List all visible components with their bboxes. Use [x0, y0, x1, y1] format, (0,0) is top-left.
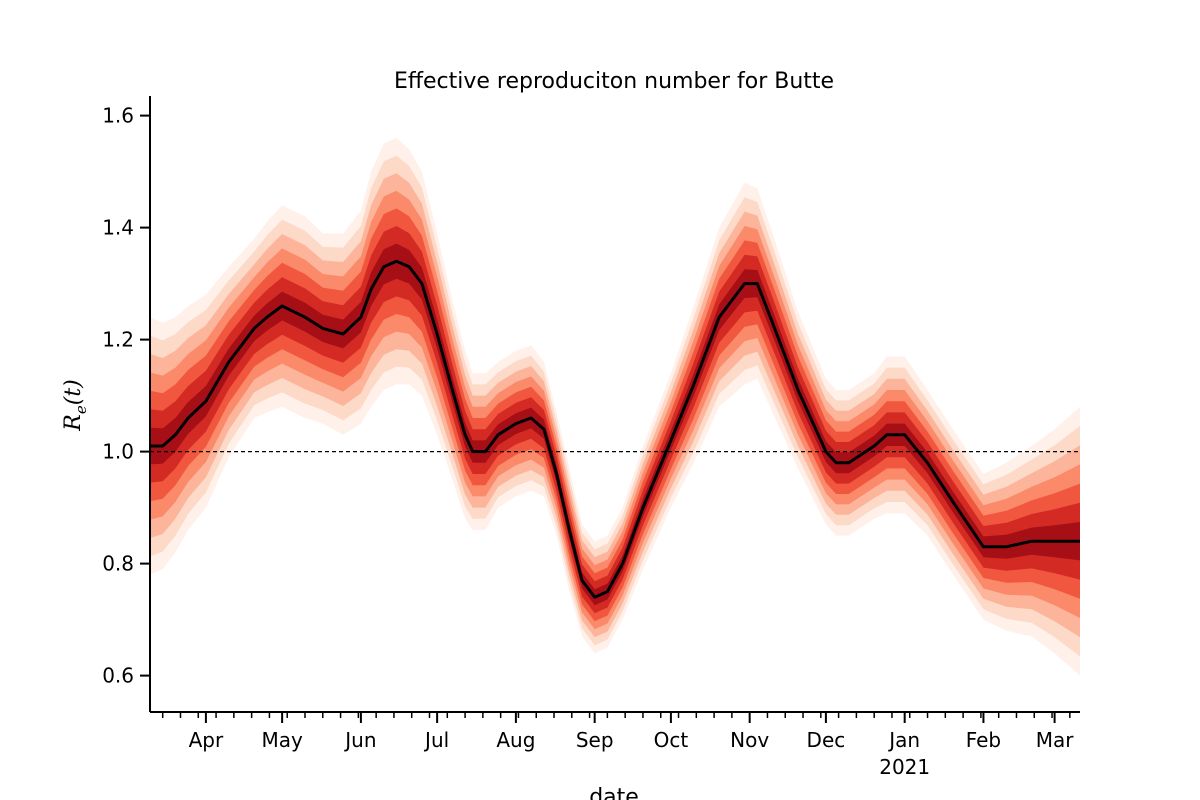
- median-line: [150, 259, 1080, 599]
- y-tick-label: 0.8: [102, 552, 134, 576]
- x-tick-label: Apr: [189, 728, 224, 752]
- svg-text:Re(t): Re(t): [61, 379, 90, 431]
- y-ticks: 0.6 0.8 1.0 1.2 1.4 1.6: [102, 104, 150, 688]
- band-5: [150, 208, 1080, 622]
- y-tick-label: 1.0: [102, 440, 134, 464]
- x-axis-label: date: [589, 785, 639, 800]
- x-ticks: Apr May Jun Jul Aug Sep Oct Nov Dec Jan 2021 Feb Mar: [161, 712, 1075, 779]
- x-tick-label: Sep: [576, 728, 614, 752]
- band-6: [150, 226, 1080, 614]
- x-tick-label: Jan: [887, 728, 920, 752]
- y-tick-label: 1.4: [102, 216, 134, 240]
- y-tick-label: 1.2: [102, 328, 134, 352]
- y-label-subscript: e: [72, 405, 90, 414]
- x-tick-label: Oct: [654, 728, 689, 752]
- y-label-argument: (t): [61, 379, 86, 405]
- y-tick-label: 1.6: [102, 104, 134, 128]
- x-tick-label: Jun: [343, 728, 376, 752]
- x-tick-label: Dec: [807, 728, 846, 752]
- x-tick-label: Feb: [966, 728, 1001, 752]
- credible-interval-bands: [150, 138, 1080, 676]
- x-tick-sublabel: 2021: [879, 755, 930, 779]
- chart-title: Effective reproduciton number for Butte: [394, 69, 834, 94]
- x-tick-label: May: [261, 728, 303, 752]
- band-7: [150, 243, 1080, 606]
- y-axis-label: Re(t): [61, 379, 90, 431]
- x-tick-label: Mar: [1036, 728, 1075, 752]
- x-tick-label: Aug: [496, 728, 535, 752]
- x-tick-label: Jul: [423, 728, 449, 752]
- y-label-base: R: [61, 414, 86, 432]
- y-tick-label: 0.6: [102, 664, 134, 688]
- x-tick-label: Nov: [730, 728, 769, 752]
